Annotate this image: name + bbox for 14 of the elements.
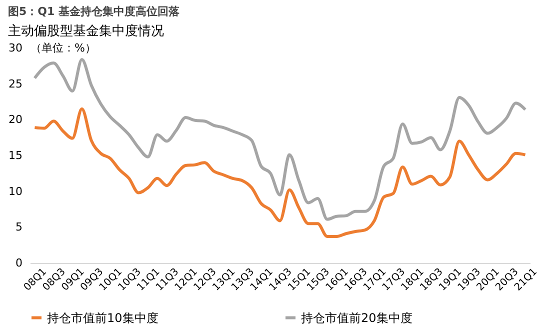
- line-series: [33, 58, 527, 221]
- y-axis-title: （单位：%）: [30, 42, 96, 54]
- y-tick-label: 10: [8, 184, 22, 198]
- legend-label: 持仓市值前20集中度: [301, 310, 412, 325]
- y-tick-label: 20: [8, 113, 22, 126]
- legend-label: 持仓市值前10集中度: [47, 310, 158, 325]
- chart-subtitle: 主动偏股型基金集中度情况: [8, 23, 164, 39]
- y-tick-label: 5: [16, 220, 22, 234]
- chart-title: 图5：Q1 基金持仓集中度高位回落: [8, 5, 180, 18]
- y-tick-label: 30: [8, 42, 22, 54]
- y-tick-label: 15: [8, 149, 22, 162]
- y-tick-label: 0: [16, 256, 22, 270]
- line-series: [33, 107, 527, 238]
- y-tick-label: 25: [8, 77, 22, 90]
